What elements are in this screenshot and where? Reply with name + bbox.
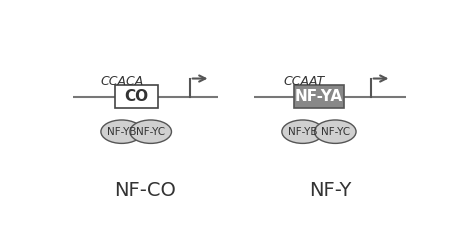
- Text: CCAAT: CCAAT: [284, 75, 325, 88]
- Text: NF-YB: NF-YB: [288, 127, 318, 137]
- Text: NF-Y: NF-Y: [309, 181, 351, 200]
- Text: NF-YB: NF-YB: [107, 127, 136, 137]
- Ellipse shape: [101, 120, 142, 143]
- Text: NF-CO: NF-CO: [114, 181, 176, 200]
- Text: CCACA: CCACA: [100, 75, 143, 88]
- Text: CO: CO: [124, 89, 148, 104]
- Ellipse shape: [130, 120, 171, 143]
- Ellipse shape: [314, 120, 356, 143]
- Text: NF-YA: NF-YA: [295, 89, 343, 104]
- Text: NF-YC: NF-YC: [321, 127, 350, 137]
- FancyBboxPatch shape: [294, 85, 344, 108]
- FancyBboxPatch shape: [115, 85, 158, 108]
- Text: NF-YC: NF-YC: [136, 127, 165, 137]
- Ellipse shape: [282, 120, 324, 143]
